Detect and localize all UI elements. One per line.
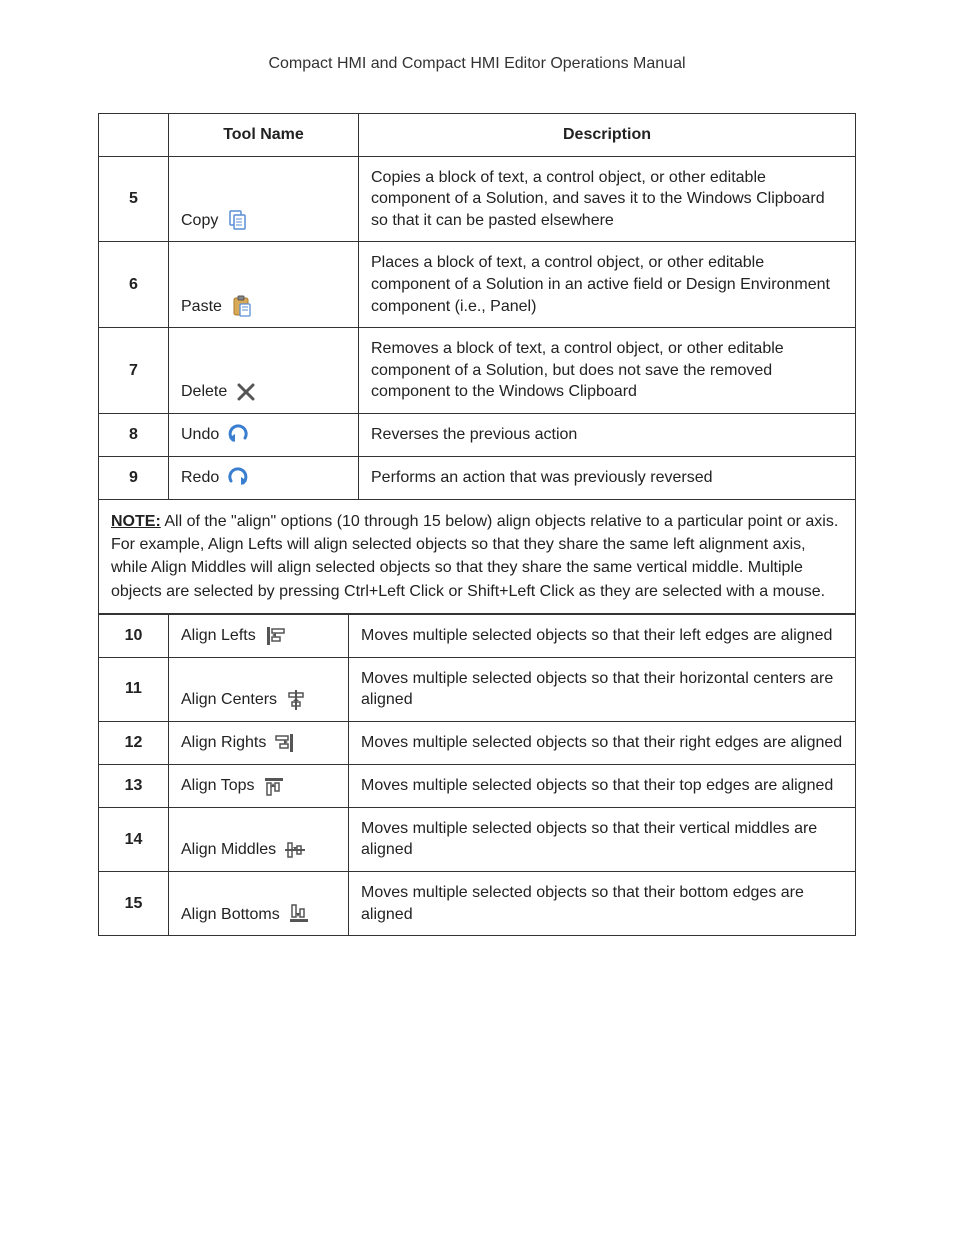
tool-description: Performs an action that was previously r…: [359, 456, 856, 499]
align-middles-icon: [284, 839, 306, 861]
note-prefix: NOTE:: [111, 513, 161, 530]
page-title: Compact HMI and Compact HMI Editor Opera…: [98, 55, 856, 73]
row-number: 13: [99, 764, 169, 807]
tool-label: Align Bottoms: [181, 904, 280, 926]
tool-label: Align Rights: [181, 732, 266, 754]
table-note-row: NOTE: All of the "align" options (10 thr…: [99, 499, 856, 613]
table-row: 14 Align Middles Moves multiple selected…: [99, 807, 856, 871]
align-lefts-icon: [264, 625, 286, 647]
tool-label: Align Middles: [181, 839, 276, 861]
row-number: 14: [99, 807, 169, 871]
tool-description: Moves multiple selected objects so that …: [349, 614, 856, 657]
paste-icon: [230, 295, 252, 317]
tool-description: Places a block of text, a control object…: [359, 242, 856, 328]
tool-label: Align Tops: [181, 775, 255, 797]
align-centers-icon: [285, 689, 307, 711]
tool-label: Copy: [181, 210, 218, 232]
note-text: All of the "align" options (10 through 1…: [111, 513, 838, 600]
tool-description: Moves multiple selected objects so that …: [349, 657, 856, 721]
table-row: 15 Align Bottoms Moves multiple selected…: [99, 872, 856, 936]
align-bottoms-icon: [288, 903, 310, 925]
tools-table-2: 10 Align Lefts Moves multiple selected o…: [98, 614, 856, 937]
tool-description: Reverses the previous action: [359, 413, 856, 456]
row-number: 5: [99, 156, 169, 242]
align-tops-icon: [263, 775, 285, 797]
redo-icon: [227, 467, 249, 489]
col-header-tool-name: Tool Name: [169, 114, 359, 157]
tool-label: Redo: [181, 467, 219, 489]
row-number: 9: [99, 456, 169, 499]
tool-description: Moves multiple selected objects so that …: [349, 807, 856, 871]
table-row: 7 Delete Removes a block of text, a cont…: [99, 328, 856, 414]
tools-table-1: Tool Name Description 5 Copy Copies a bl…: [98, 113, 856, 614]
tool-description: Copies a block of text, a control object…: [359, 156, 856, 242]
tool-description: Moves multiple selected objects so that …: [349, 764, 856, 807]
tool-description: Removes a block of text, a control objec…: [359, 328, 856, 414]
row-number: 12: [99, 721, 169, 764]
tool-label: Align Lefts: [181, 625, 256, 647]
table-row: 10 Align Lefts Moves multiple selected o…: [99, 614, 856, 657]
undo-icon: [227, 424, 249, 446]
document-page: Compact HMI and Compact HMI Editor Opera…: [0, 0, 954, 1235]
row-number: 11: [99, 657, 169, 721]
tool-description: Moves multiple selected objects so that …: [349, 721, 856, 764]
row-number: 7: [99, 328, 169, 414]
delete-icon: [235, 381, 257, 403]
table-row: 11 Align Centers Moves multiple selected…: [99, 657, 856, 721]
row-number: 15: [99, 872, 169, 936]
table-row: 8 Undo Reverses the previous action: [99, 413, 856, 456]
row-number: 10: [99, 614, 169, 657]
table-row: 9 Redo Performs an action that was previ…: [99, 456, 856, 499]
row-number: 6: [99, 242, 169, 328]
tool-description: Moves multiple selected objects so that …: [349, 872, 856, 936]
align-rights-icon: [274, 732, 296, 754]
tool-label: Undo: [181, 424, 219, 446]
tool-label: Align Centers: [181, 689, 277, 711]
table-row: 6 Paste Places a block of text, a contro…: [99, 242, 856, 328]
col-header-description: Description: [359, 114, 856, 157]
table-row: 12 Align Rights Moves multiple selected …: [99, 721, 856, 764]
table-row: 13 Align Tops Moves multiple selected ob…: [99, 764, 856, 807]
row-number: 8: [99, 413, 169, 456]
col-header-blank: [99, 114, 169, 157]
tool-label: Delete: [181, 381, 227, 403]
table-row: 5 Copy Copies a block of text, a control…: [99, 156, 856, 242]
tool-label: Paste: [181, 296, 222, 318]
copy-icon: [226, 209, 248, 231]
